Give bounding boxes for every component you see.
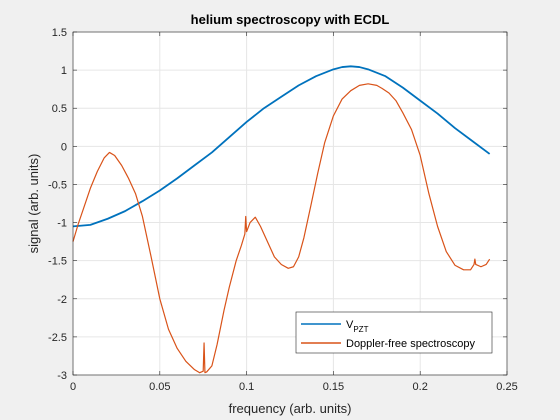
- series-line-doppler-free: [72, 83, 491, 374]
- legend-label-vpzt: VPZT: [346, 319, 369, 334]
- x-tick-label: 0.1: [239, 381, 254, 393]
- series-layer: [72, 65, 491, 374]
- y-tick-label: -0.5: [48, 179, 67, 191]
- y-axis-label: signal (arb. units): [26, 154, 41, 254]
- x-tick-label: 0.05: [149, 381, 170, 393]
- y-tick-label: 1: [61, 65, 67, 77]
- y-tick-label: 0: [61, 141, 67, 153]
- x-tick-label: 0.25: [496, 381, 517, 393]
- y-tick-label: -2: [57, 294, 67, 306]
- legend-label-vpzt-subscript: PZT: [353, 325, 368, 334]
- x-tick-label: 0.15: [323, 381, 344, 393]
- legend-box: [295, 311, 493, 354]
- legend: VPZT Doppler-free spectroscopy: [295, 311, 493, 354]
- y-tick-label: 1.5: [52, 27, 67, 39]
- legend-label-vpzt-main: V: [346, 319, 354, 331]
- chart-title: helium spectroscopy with ECDL: [191, 12, 390, 27]
- ticks: 0 0.05 0.1 0.15 0.2 0.25 -3 -2.5 -2 -1.5 -1 -0.5 0 0.…: [48, 27, 518, 393]
- y-tick-label: 0.5: [52, 103, 67, 115]
- series-line-vpzt: [72, 65, 491, 228]
- y-tick-label: -1: [57, 218, 67, 230]
- x-tick-label: 0.2: [413, 381, 428, 393]
- y-tick-label: -1.5: [48, 256, 67, 268]
- x-tick-label: 0: [70, 381, 76, 393]
- x-axis-label: frequency (arb. units): [229, 401, 352, 416]
- y-tick-label: -3: [57, 370, 67, 382]
- y-tick-label: -2.5: [48, 332, 67, 344]
- legend-label-doppler: Doppler-free spectroscopy: [346, 338, 476, 350]
- grid: [72, 31, 508, 376]
- plot-frame: [72, 31, 508, 376]
